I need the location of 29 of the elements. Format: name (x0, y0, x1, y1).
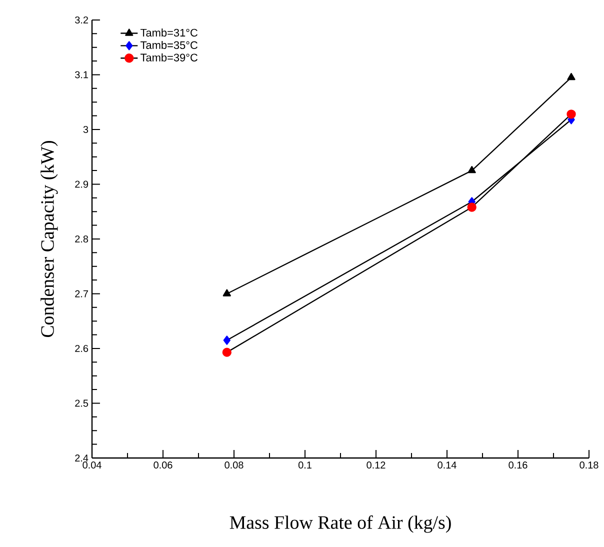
y-tick-label: 3.1 (75, 71, 88, 78)
y-tick-label: 3 (83, 126, 88, 134)
x-tick-label: 0.12 (366, 462, 386, 469)
x-axis-title: Mass Flow Rate of Air (kg/s) (230, 515, 451, 533)
y-axis-title: Condenser Capacity (kW) (40, 140, 58, 338)
point (222, 348, 232, 357)
point (566, 110, 576, 119)
y-tick-label: 2.5 (75, 400, 88, 407)
point (223, 336, 230, 345)
y-tick-label: 2.8 (75, 235, 88, 243)
x-tick-label: 0.08 (224, 462, 244, 469)
x-tick-label: 0.18 (580, 462, 598, 469)
y-tick-label: 3.2 (75, 16, 88, 24)
y-tick-label: 2.6 (75, 344, 88, 352)
x-tick-label: 0.06 (154, 462, 172, 469)
legend-label: Tamb=35°C (140, 40, 198, 50)
y-tick-label: 2.9 (75, 180, 88, 188)
legend-label: Tamb=39°C (140, 53, 198, 62)
x-tick-label: 0.16 (508, 462, 528, 469)
y-tick-label: 2.4 (75, 454, 88, 462)
legend-label: Tamb=31°C (140, 28, 198, 37)
point (468, 166, 476, 174)
point (222, 289, 231, 296)
x-tick-label: 0.1 (298, 462, 312, 469)
point (567, 72, 576, 80)
x-tick-label: 0.14 (438, 462, 456, 469)
y-tick-label: 2.7 (75, 290, 88, 298)
x-tick-label: 0.04 (82, 462, 102, 469)
point (467, 202, 476, 212)
